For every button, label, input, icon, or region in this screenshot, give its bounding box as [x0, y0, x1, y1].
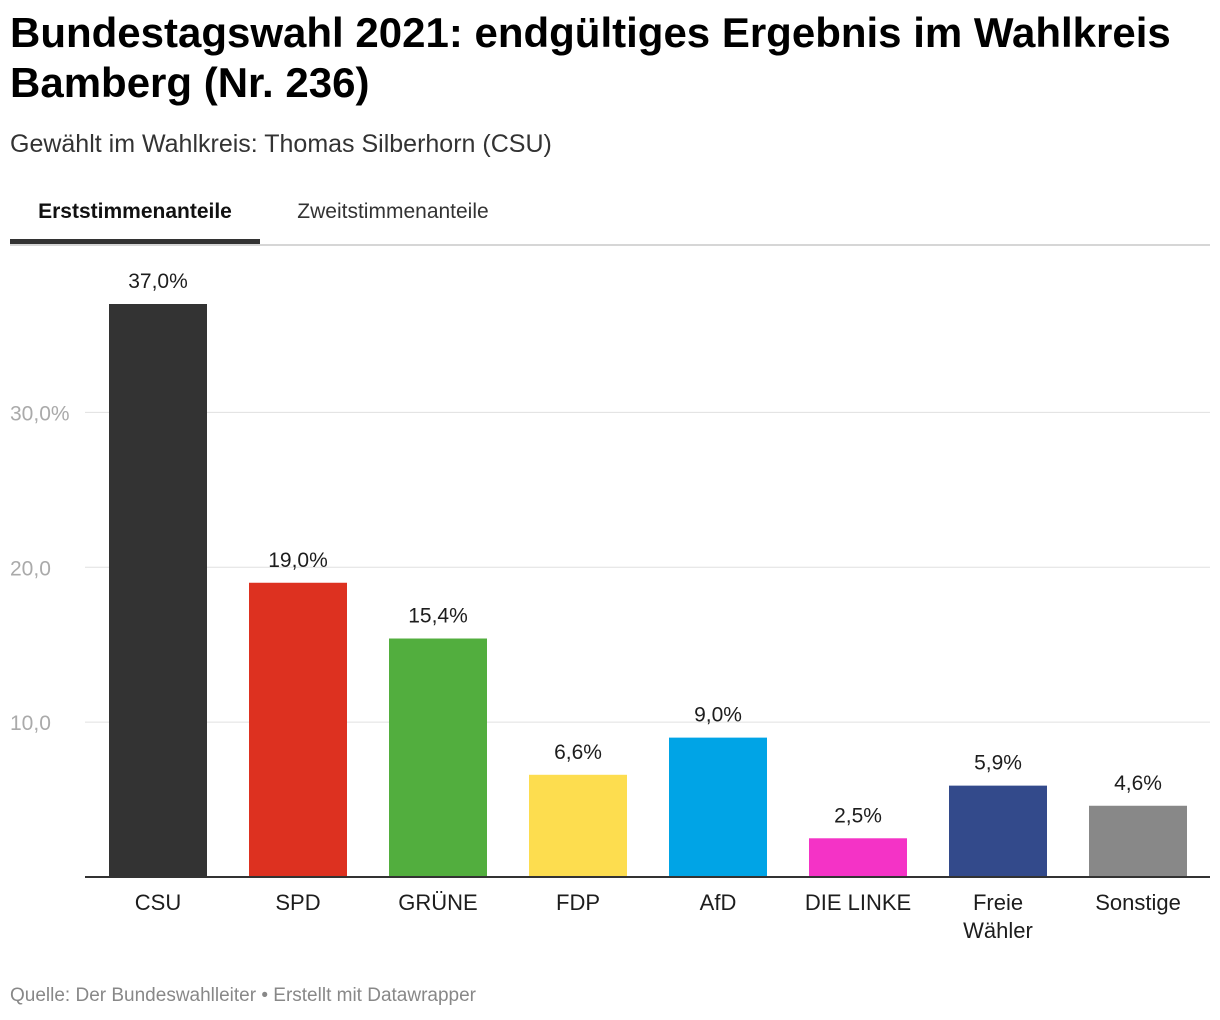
bar [109, 304, 207, 877]
tab-zweitstimmenanteile[interactable]: Zweitstimmenanteile [297, 200, 489, 223]
chart-subtitle: Gewählt im Wahlkreis: Thomas Silberhorn … [10, 130, 552, 158]
x-tick-label: Sonstige [1095, 890, 1181, 915]
x-tick-label: Wähler [963, 918, 1033, 943]
x-tick-label: SPD [275, 890, 320, 915]
x-tick-label: FDP [556, 890, 600, 915]
y-tick-label: 20,0 [10, 557, 51, 580]
bar [1089, 805, 1187, 877]
data-label: 19,0% [268, 549, 328, 572]
bar [949, 785, 1047, 877]
bar [669, 737, 767, 877]
data-label: 6,6% [554, 741, 602, 764]
x-tick-label: AfD [700, 890, 737, 915]
bar [389, 638, 487, 877]
data-label: 4,6% [1114, 772, 1162, 795]
tab-bar: Erststimmenanteile Zweitstimmenanteile [10, 186, 1210, 246]
data-label: 15,4% [408, 605, 468, 628]
data-label: 9,0% [694, 704, 742, 727]
bar [529, 774, 627, 877]
bar-chart: 10,0 20,0 30,0% 37,0% CSU 19,0% SPD 15,4% GRÜNE 6… [10, 270, 1210, 943]
y-tick-label: 10,0 [10, 712, 51, 735]
chart-title: Bundestagswahl 2021: endgültiges Ergebni… [10, 9, 1171, 106]
y-tick-label: 30,0% [10, 402, 70, 425]
x-tick-label: GRÜNE [398, 890, 477, 915]
x-tick-label: CSU [135, 890, 181, 915]
bar [249, 582, 347, 877]
data-label: 37,0% [128, 270, 188, 293]
bar [809, 838, 907, 877]
source-footer: Quelle: Der Bundeswahlleiter • Erstellt … [10, 985, 477, 1006]
x-tick-label: Freie [973, 890, 1023, 915]
data-label: 2,5% [834, 804, 882, 827]
data-label: 5,9% [974, 752, 1022, 775]
x-tick-label: DIE LINKE [805, 890, 911, 915]
tab-erststimmenanteile[interactable]: Erststimmenanteile [10, 186, 260, 244]
